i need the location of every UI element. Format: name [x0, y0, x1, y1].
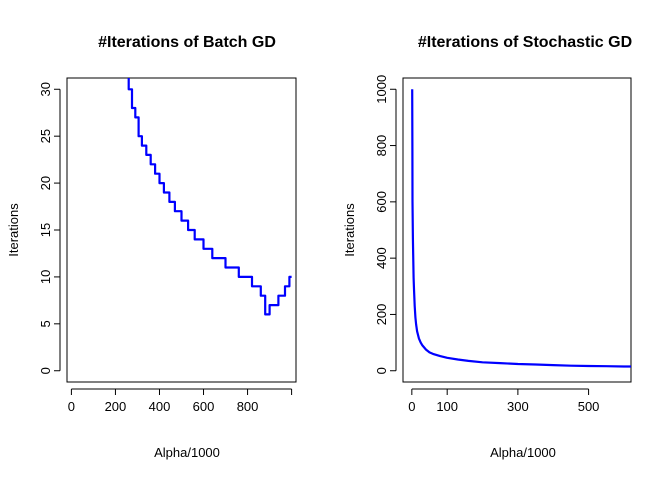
y-tick-label: 15: [38, 223, 53, 237]
x-tick-label: 200: [105, 399, 127, 414]
y-tick-label: 10: [38, 270, 53, 284]
x-axis: 0 200 400 600 800: [68, 388, 293, 414]
y-tick-label: 5: [38, 320, 53, 327]
plot-frame: [66, 77, 297, 383]
y-tick-label: 1000: [374, 75, 389, 104]
y-tick-label: 0: [374, 367, 389, 374]
y-axis: 0 200 400 600 800 1000: [374, 75, 397, 374]
series-line: [411, 89, 631, 368]
x-tick-label: 500: [578, 399, 600, 414]
y-tick-label: 0: [38, 367, 53, 374]
x-axis: 0 100 300 500: [408, 388, 600, 414]
chart-title: #Iterations of Batch GD: [98, 34, 276, 51]
y-tick-label: 200: [374, 304, 389, 326]
y-tick-label: 400: [374, 247, 389, 269]
plot-frame: [402, 77, 632, 383]
y-axis-label: Iterations: [6, 203, 21, 257]
x-axis-label: Alpha/1000: [490, 445, 556, 460]
y-tick-label: 20: [38, 176, 53, 190]
y-tick-label: 800: [374, 135, 389, 157]
x-tick-label: 300: [507, 399, 529, 414]
y-tick-label: 30: [38, 82, 53, 96]
x-tick-label: 800: [237, 399, 259, 414]
y-tick-label: 600: [374, 191, 389, 213]
x-tick-label: 0: [408, 399, 415, 414]
x-tick-label: 400: [149, 399, 171, 414]
y-tick-label: 25: [38, 129, 53, 143]
x-tick-label: 0: [68, 399, 75, 414]
stochastic-gd-panel: #Iterations of Stochastic GD Alpha/1000 …: [342, 34, 632, 460]
chart-title: #Iterations of Stochastic GD: [418, 34, 632, 51]
series-group: [411, 89, 631, 368]
series-line: [127, 78, 292, 316]
x-tick-label: 100: [436, 399, 458, 414]
batch-gd-panel: #Iterations of Batch GD Alpha/1000 Itera…: [6, 34, 297, 460]
series-group: [127, 78, 292, 316]
x-tick-label: 600: [193, 399, 215, 414]
y-axis: 0 5 10 15 20 25 30: [38, 82, 61, 374]
x-axis-label: Alpha/1000: [154, 445, 220, 460]
y-axis-label: Iterations: [342, 203, 357, 257]
